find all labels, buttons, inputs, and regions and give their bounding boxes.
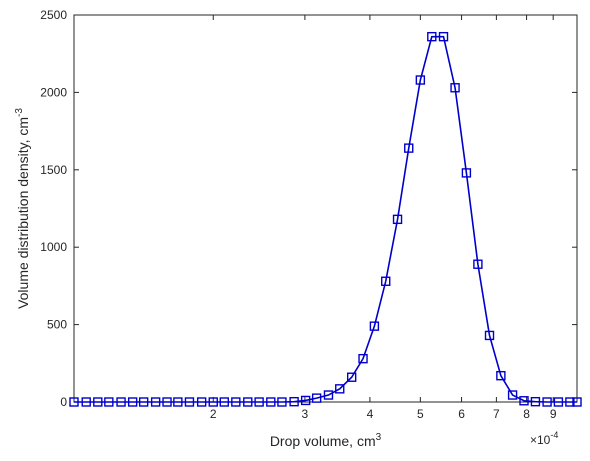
y-axis-title: Volume distribution density, cm-3 (14, 108, 31, 309)
data-point-marker (254, 397, 264, 407)
x-tick-label: 8 (523, 407, 530, 421)
x-tick-label: 2 (210, 407, 217, 421)
data-point-marker (572, 397, 582, 407)
data-point-marker (450, 83, 460, 93)
data-point-marker (69, 397, 79, 407)
data-point-marker (231, 397, 241, 407)
tick-marks (74, 14, 577, 403)
data-point-marker (150, 397, 161, 407)
data-point-marker (173, 397, 183, 407)
data-point-marker (335, 384, 345, 394)
data-point-marker (138, 397, 149, 407)
data-point-marker (311, 393, 322, 403)
data-point-marker (507, 390, 518, 400)
data-point-marker (427, 31, 437, 42)
data-point-marker (184, 397, 195, 407)
y-tick-label: 0 (60, 395, 67, 409)
data-point-marker (104, 397, 114, 407)
x-tick-label: 3 (302, 407, 309, 421)
data-point-marker (565, 397, 575, 407)
x-tick-labels: 2 3 4 5 6 7 8 9 (210, 407, 557, 421)
plot-area (73, 14, 578, 403)
data-point-marker (542, 397, 552, 407)
data-point-marker (473, 259, 483, 269)
data-point-marker (553, 397, 564, 407)
data-point-marker (93, 397, 103, 407)
y-tick-labels: 0 500 1000 1500 2000 2500 (40, 8, 67, 409)
data-point-marker (219, 397, 229, 407)
data-point-marker (243, 397, 253, 407)
y-tick-label: 2500 (40, 8, 67, 22)
y-tick-label: 1500 (40, 163, 67, 177)
y-tick-label: 1000 (40, 240, 67, 254)
x-axis-title: Drop volume, cm3 (270, 432, 382, 449)
data-point-marker (81, 397, 91, 407)
data-point-marker (496, 370, 506, 381)
data-point-marker (289, 396, 299, 407)
x-tick-label: 6 (458, 407, 465, 421)
data-point-marker (266, 397, 276, 407)
data-point-marker (208, 397, 218, 407)
series-markers (69, 31, 582, 407)
data-point-marker (415, 75, 426, 85)
data-point-marker (300, 395, 311, 406)
data-point-marker (127, 397, 138, 407)
data-point-marker (461, 168, 472, 178)
data-point-marker (162, 397, 172, 407)
y-tick-label: 500 (47, 318, 67, 332)
data-point-marker (116, 397, 126, 407)
x-tick-label: 4 (367, 407, 374, 421)
data-point-marker (369, 321, 380, 331)
data-point-marker (381, 276, 391, 286)
data-point-marker (530, 396, 541, 407)
data-point-marker (392, 214, 403, 225)
x-tick-label: 5 (417, 407, 424, 421)
data-point-marker (404, 143, 414, 153)
x-tick-label: 7 (493, 407, 500, 421)
data-point-marker (346, 372, 357, 382)
data-point-marker (484, 330, 495, 341)
data-point-marker (277, 397, 287, 407)
data-point-marker (438, 31, 449, 42)
data-point-marker (519, 396, 529, 406)
x-tick-label: 9 (550, 407, 557, 421)
data-point-marker (323, 390, 334, 400)
y-tick-label: 2000 (40, 85, 67, 99)
data-point-marker (196, 397, 207, 407)
data-point-marker (358, 353, 368, 364)
x-axis-multiplier: ×10-4 (530, 430, 558, 447)
